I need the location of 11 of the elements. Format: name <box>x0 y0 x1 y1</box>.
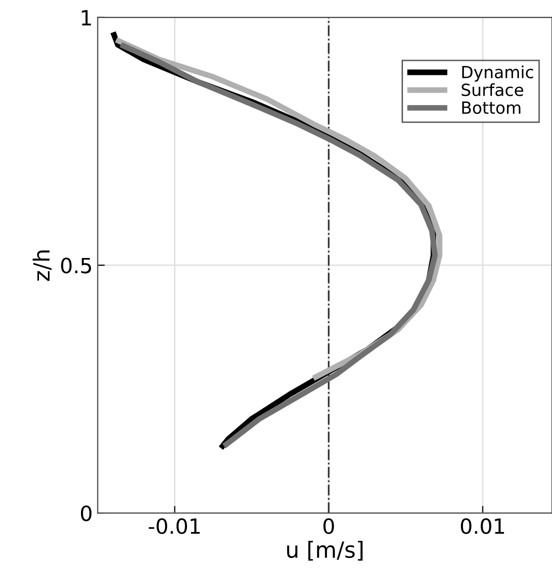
y-tick-label: 1 <box>82 10 91 26</box>
y-tick-label: 0 <box>80 505 92 522</box>
x-axis-title: u [m/s] <box>287 540 363 561</box>
legend-label: Bottom <box>462 102 520 114</box>
legend-label: Surface <box>462 83 524 96</box>
y-axis-title: z/h <box>32 250 52 281</box>
x-tick-label: 0.01 <box>460 518 504 534</box>
y-tick-label: 0.5 <box>61 258 92 274</box>
x-tick-label: -0.01 <box>148 518 200 534</box>
legend-label: Dynamic <box>462 65 534 82</box>
x-tick-label: 0 <box>323 518 334 534</box>
